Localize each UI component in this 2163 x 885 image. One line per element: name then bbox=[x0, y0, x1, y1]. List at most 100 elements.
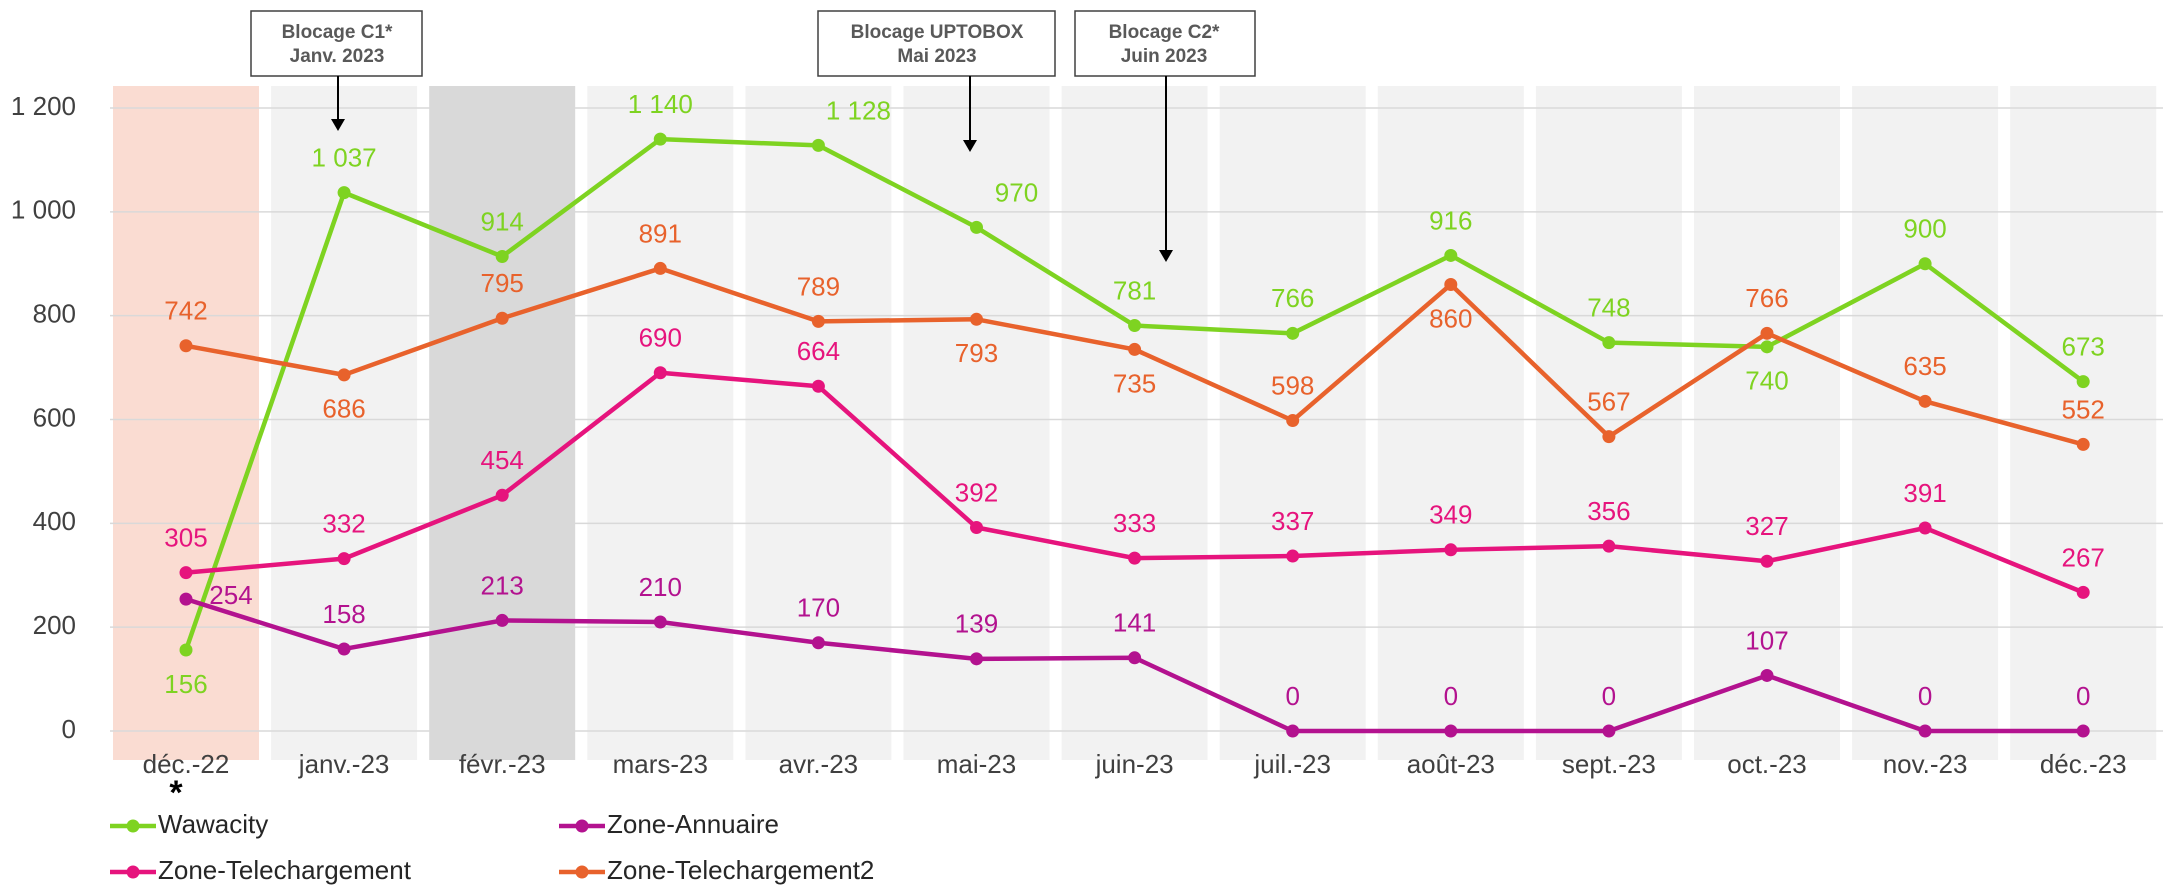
data-point bbox=[1918, 394, 1932, 408]
data-point bbox=[1760, 668, 1774, 682]
legend-dot bbox=[126, 819, 140, 833]
data-label: 254 bbox=[209, 580, 252, 610]
data-label: 664 bbox=[797, 336, 840, 366]
data-label: 213 bbox=[481, 570, 524, 600]
data-point bbox=[1918, 724, 1932, 738]
data-label: 332 bbox=[322, 509, 365, 539]
category-band bbox=[1377, 86, 1524, 760]
x-tick-label: déc.-22 bbox=[143, 749, 230, 779]
annotation-text: Blocage C1* bbox=[282, 22, 393, 43]
data-label: 0 bbox=[1602, 681, 1616, 711]
data-point bbox=[1128, 651, 1142, 665]
data-label: 158 bbox=[322, 599, 365, 629]
data-point bbox=[811, 314, 825, 328]
annotation-arrowhead bbox=[331, 119, 345, 131]
data-label: 1 140 bbox=[628, 89, 693, 119]
data-label: 789 bbox=[797, 271, 840, 301]
data-label: 170 bbox=[797, 593, 840, 623]
data-point bbox=[1444, 278, 1458, 292]
annotation-text: Blocage UPTOBOX bbox=[851, 22, 1024, 43]
data-point bbox=[970, 652, 983, 666]
x-tick-label: avr.-23 bbox=[779, 749, 859, 779]
data-label: 916 bbox=[1429, 205, 1472, 235]
y-tick-label: 800 bbox=[33, 299, 76, 329]
data-point bbox=[1444, 724, 1458, 738]
data-point bbox=[1286, 724, 1300, 738]
x-tick-label: nov.-23 bbox=[1883, 749, 1968, 779]
data-point bbox=[1602, 336, 1616, 350]
category-band bbox=[1852, 86, 1999, 760]
data-point bbox=[337, 642, 351, 656]
category-band bbox=[1694, 86, 1840, 760]
data-label: 766 bbox=[1745, 283, 1788, 313]
x-tick-label: mai-23 bbox=[937, 749, 1016, 779]
data-point bbox=[811, 138, 825, 152]
data-label: 900 bbox=[1903, 214, 1946, 244]
annotation-arrowhead bbox=[963, 140, 977, 152]
data-label: 1 128 bbox=[826, 95, 891, 125]
data-label: 690 bbox=[639, 323, 682, 353]
data-label: 914 bbox=[481, 206, 524, 236]
data-point bbox=[1602, 539, 1616, 553]
legend-label: Zone-Telechargement bbox=[158, 855, 412, 885]
data-point bbox=[1444, 248, 1458, 262]
data-point bbox=[1602, 724, 1616, 738]
data-label: 327 bbox=[1745, 511, 1788, 541]
data-label: 356 bbox=[1587, 496, 1630, 526]
data-point bbox=[1918, 257, 1932, 271]
legend-dot bbox=[126, 865, 140, 879]
data-label: 970 bbox=[995, 177, 1038, 207]
y-tick-label: 0 bbox=[62, 714, 76, 744]
data-point bbox=[653, 261, 667, 275]
x-tick-label: août-23 bbox=[1407, 749, 1495, 779]
x-tick-label: juin-23 bbox=[1095, 749, 1174, 779]
data-label: 673 bbox=[2062, 331, 2105, 361]
data-point bbox=[179, 566, 193, 580]
data-point bbox=[970, 220, 983, 234]
category-band bbox=[1061, 86, 1208, 760]
data-point bbox=[495, 488, 509, 502]
x-tick-label: déc.-23 bbox=[2040, 749, 2127, 779]
data-label: 305 bbox=[164, 523, 207, 553]
footnote-marker: * bbox=[169, 774, 183, 812]
data-label: 748 bbox=[1587, 293, 1630, 323]
data-label: 0 bbox=[1918, 681, 1932, 711]
data-point bbox=[495, 249, 509, 263]
annotation-text: Blocage C2* bbox=[1109, 22, 1220, 43]
annotation-text: Juin 2023 bbox=[1121, 46, 1208, 67]
data-point bbox=[811, 379, 825, 393]
y-tick-label: 1 000 bbox=[11, 195, 76, 225]
data-point bbox=[179, 592, 193, 606]
data-point bbox=[2076, 375, 2090, 389]
x-tick-label: mars-23 bbox=[613, 749, 708, 779]
category-band bbox=[903, 86, 1050, 760]
data-point bbox=[495, 311, 509, 325]
data-label: 0 bbox=[1444, 681, 1458, 711]
data-point bbox=[1286, 414, 1300, 428]
data-point bbox=[2076, 437, 2090, 451]
annotation-box bbox=[250, 10, 423, 77]
data-point bbox=[653, 366, 667, 380]
data-point bbox=[1760, 554, 1774, 568]
category-band bbox=[429, 86, 576, 760]
data-point bbox=[653, 132, 667, 146]
y-tick-label: 200 bbox=[33, 610, 76, 640]
x-tick-label: oct.-23 bbox=[1727, 749, 1807, 779]
data-label: 391 bbox=[1903, 478, 1946, 508]
y-tick-label: 1 200 bbox=[11, 91, 76, 121]
data-label: 766 bbox=[1271, 283, 1314, 313]
legend-label: Wawacity bbox=[158, 809, 268, 839]
data-label: 740 bbox=[1745, 366, 1788, 396]
x-tick-label: juil.-23 bbox=[1253, 749, 1331, 779]
data-label: 567 bbox=[1587, 387, 1630, 417]
data-label: 781 bbox=[1113, 275, 1156, 305]
data-point bbox=[1128, 551, 1142, 565]
data-label: 349 bbox=[1429, 500, 1472, 530]
data-point bbox=[1128, 319, 1142, 333]
data-point bbox=[1918, 521, 1932, 535]
data-point bbox=[653, 615, 667, 629]
data-label: 795 bbox=[481, 268, 524, 298]
x-tick-label: févr.-23 bbox=[459, 749, 546, 779]
category-band bbox=[745, 86, 892, 760]
